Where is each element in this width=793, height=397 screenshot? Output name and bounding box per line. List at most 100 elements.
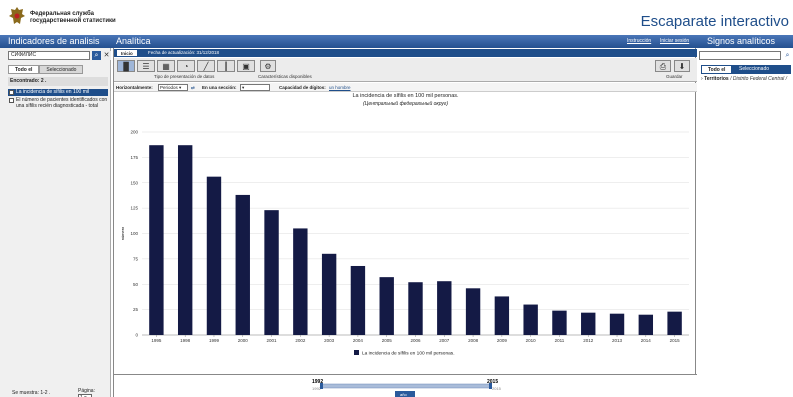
indicator-search-input[interactable]: СИФИЛИС <box>8 51 90 60</box>
save-label: Guardar <box>666 74 683 79</box>
chart-bar[interactable] <box>408 282 423 335</box>
y-tick-label: 75 <box>133 256 139 261</box>
timeline-end-handle[interactable] <box>489 383 492 389</box>
chart-bar[interactable] <box>206 176 222 335</box>
y-tick-label: 125 <box>130 206 138 211</box>
chart-bar[interactable] <box>149 145 164 335</box>
chart-bar[interactable] <box>552 310 567 335</box>
page-select[interactable]: 1 ▾ <box>78 394 92 397</box>
chart-bar[interactable] <box>321 253 337 335</box>
signs-panel: ⌕ Todo el Seleccionado › Territorios / D… <box>697 48 793 397</box>
y-tick-label: 25 <box>133 307 139 312</box>
x-tick-label: 2003 <box>324 338 335 343</box>
org-name: Федеральная служба государственной стати… <box>30 11 140 25</box>
left-panel-title: Indicadores de analisis <box>8 36 100 46</box>
login-link[interactable]: Iniciar sesión <box>660 38 690 44</box>
chart-bar[interactable] <box>350 265 366 335</box>
x-tick-label: 2015 <box>670 338 681 343</box>
features-icon[interactable]: ⚙ <box>260 60 276 72</box>
capacity-link[interactable]: un hombre <box>329 85 351 90</box>
territories-value: / Distrito Federal Central / <box>730 76 788 82</box>
list-item-label: La incidencia de sífilis en 100 mil pers… <box>16 89 90 101</box>
bar-chart-icon[interactable]: ▐▌ <box>117 60 135 72</box>
checkbox[interactable] <box>9 98 14 103</box>
map-icon[interactable]: ▣ <box>237 60 255 72</box>
tab-selected[interactable]: Seleccionado <box>39 65 84 74</box>
x-tick-label: 2001 <box>267 338 278 343</box>
section-label: En una sección: <box>202 85 237 90</box>
list-item[interactable]: El número de pacientes identificados con… <box>8 97 108 109</box>
save-icon[interactable]: ⬇ <box>674 60 690 72</box>
chart-bar[interactable] <box>379 277 394 335</box>
signs-tabs: Todo el Seleccionado <box>701 65 791 74</box>
timeline-end-bottom: 2015 <box>492 386 502 391</box>
indicator-tabs: Todo el Seleccionado <box>8 65 84 74</box>
list-item[interactable]: La incidencia de sífilis en 100 mil pers… <box>8 89 108 101</box>
y-tick-label: 100 <box>130 231 138 236</box>
territories-label: Territorios <box>704 76 729 82</box>
pager: Página: 1 ▾ <box>78 388 110 397</box>
update-date: Fecha de actualización: 31/12/2018 <box>148 50 220 55</box>
chart-bar[interactable] <box>581 312 596 335</box>
tab-all[interactable]: Todo el <box>701 65 733 74</box>
y-tick-label: 200 <box>130 130 138 135</box>
x-tick-label: 2006 <box>410 338 421 343</box>
pie-chart-icon[interactable]: ◔ <box>177 60 195 72</box>
list-item-label: El número de pacientes identificados con… <box>16 97 108 109</box>
print-icon[interactable]: ⎙ <box>655 60 671 72</box>
legend-swatch <box>354 350 359 355</box>
chart-bar[interactable] <box>235 194 250 335</box>
swap-icon[interactable]: ⇄ <box>191 85 195 90</box>
tab-selected[interactable]: Seleccionado <box>739 66 770 72</box>
chart-bar[interactable] <box>177 145 193 335</box>
chart-bar[interactable] <box>494 296 510 335</box>
signs-search-input[interactable] <box>699 51 781 60</box>
tab-all[interactable]: Todo el <box>8 65 40 74</box>
chart-bar[interactable] <box>465 288 481 335</box>
x-tick-label: 1995 <box>151 338 162 343</box>
page-header: Федеральная служба государственной стати… <box>0 0 793 33</box>
instruction-link[interactable]: Instrucción <box>627 38 652 44</box>
chart-bar[interactable] <box>264 210 279 335</box>
search-icon[interactable]: ⌕ <box>783 51 792 60</box>
timeline-range[interactable] <box>321 383 491 389</box>
timeline-start-handle[interactable] <box>320 383 323 389</box>
x-tick-label: 2013 <box>612 338 623 343</box>
column-chart-icon[interactable]: ┃ <box>217 60 235 72</box>
chart-bar[interactable] <box>609 313 625 335</box>
chart-bar[interactable] <box>523 304 538 335</box>
right-panel-title: Signos analíticos <box>707 36 776 46</box>
app-title: Escaparate interactivo <box>640 13 789 30</box>
section-bar: Indicadores de analisis Analítica Instru… <box>0 35 793 48</box>
section-select[interactable]: ▾ <box>240 84 270 91</box>
chart-bar[interactable] <box>638 314 654 335</box>
filter-bar: Horizontalmente: Periodos ▾ ⇄ En una sec… <box>114 83 697 92</box>
chevron-right-icon[interactable]: › <box>701 76 703 82</box>
x-tick-label: 1999 <box>209 338 220 343</box>
tab-home[interactable]: Inicio <box>116 49 138 57</box>
search-icon[interactable]: ⌕ <box>92 51 101 60</box>
analytics-panel: Inicio Fecha de actualización: 31/12/201… <box>113 48 697 397</box>
chart-bar[interactable] <box>437 281 452 335</box>
toolbar: ▐▌ ☰ ▦ ◔ ╱ ┃ ▣ ⚙ ⎙ ⬇ Tipo de presentació… <box>114 58 697 82</box>
timeline-unit-button[interactable] <box>395 391 415 397</box>
checkbox[interactable] <box>9 90 14 95</box>
found-count: Encontrado: 2 . <box>8 77 108 86</box>
x-tick-label: 2011 <box>555 338 565 343</box>
close-icon[interactable]: ✕ <box>102 51 111 60</box>
chart-bar[interactable] <box>293 228 308 335</box>
timeline: 1992 1992 2015 2015 año <box>114 374 697 397</box>
table-icon[interactable]: ▦ <box>157 60 175 72</box>
bar-chart: 0 25 50 75 100 125 150 175 200 número 1995 1998 1999… <box>120 130 689 357</box>
legend-label: La incidencia de sífilis en 100 mil pers… <box>362 351 455 357</box>
capacity-label: Capacidad de dígitos: <box>279 85 326 90</box>
horizontal-bar-icon[interactable]: ☰ <box>137 60 155 72</box>
x-tick-label: 2000 <box>238 338 249 343</box>
horizontal-label: Horizontalmente: <box>116 85 153 90</box>
horizontal-select[interactable]: Periodos ▾ <box>158 84 188 91</box>
territories-row[interactable]: › Territorios / Distrito Federal Central… <box>701 76 787 82</box>
x-tick-label: 2010 <box>526 338 537 343</box>
line-chart-icon[interactable]: ╱ <box>197 60 215 72</box>
chart-bar[interactable] <box>667 311 682 335</box>
x-tick-label: 2014 <box>641 338 652 343</box>
